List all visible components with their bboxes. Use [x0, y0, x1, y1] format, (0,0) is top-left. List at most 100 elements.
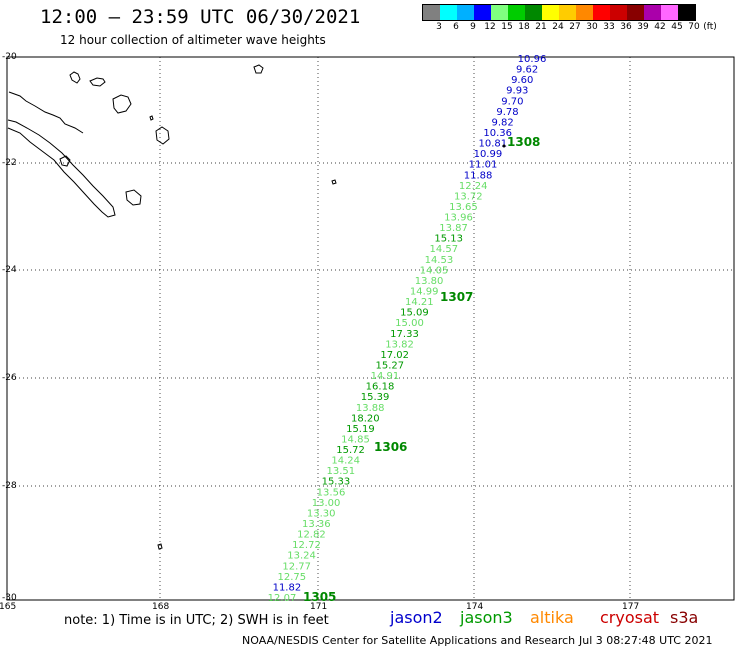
legend-label: 12	[484, 22, 496, 32]
wave-height-value: 14.85	[341, 435, 370, 446]
legend-label: 9	[470, 22, 476, 32]
legend-swatch	[508, 5, 525, 20]
satellite-label: jason3	[460, 608, 513, 627]
graticule	[7, 57, 734, 600]
color-legend-labels: 3 6 9 12 15 18 21 24 27 30 33 36 39 42 45 70 (ft)	[422, 22, 740, 34]
legend-swatch	[644, 5, 661, 20]
map-frame	[6, 56, 735, 601]
isle-of-pines-outline	[125, 189, 142, 206]
longitude-label: 174	[466, 602, 484, 612]
legend-label: 39	[637, 22, 649, 32]
island-outline	[89, 77, 106, 87]
island-outline	[253, 64, 264, 74]
legend-swatch	[559, 5, 576, 20]
footer-timestamp: Jul 3 08:27:48 UTC 2021	[579, 634, 713, 647]
legend-swatch	[576, 5, 593, 20]
wave-height-value: 11.01	[469, 160, 498, 171]
legend-swatch	[593, 5, 610, 20]
wave-height-value: 13.24	[287, 551, 316, 562]
legend-label: 6	[453, 22, 459, 32]
latitude-label: -24	[2, 265, 17, 275]
legend-label: 33	[603, 22, 615, 32]
wave-height-value: 14.99	[410, 287, 439, 298]
wave-height-value: 10.99	[474, 149, 503, 160]
wave-height-value: 13.80	[415, 276, 444, 287]
wave-height-value: 13.30	[307, 509, 336, 520]
wave-height-value: 14.57	[429, 244, 458, 255]
wave-height-value: 14.05	[420, 265, 449, 276]
map-subtitle: 12 hour collection of altimeter wave hei…	[60, 33, 326, 47]
islet-outline	[149, 115, 154, 121]
longitude-label: 177	[622, 602, 640, 612]
legend-swatch	[491, 5, 508, 20]
wave-height-value: 13.51	[326, 466, 355, 477]
wave-height-value: 15.13	[434, 234, 463, 245]
wave-height-value: 13.56	[317, 487, 346, 498]
satellite-label: altika	[530, 608, 574, 627]
wave-height-value: 17.33	[390, 329, 419, 340]
legend-swatch	[440, 5, 457, 20]
wave-height-value: 15.39	[361, 392, 390, 403]
legend-label: 15	[501, 22, 513, 32]
wave-height-value: 11.88	[464, 170, 493, 181]
latitude-label: -20	[2, 52, 17, 62]
map-title: 12:00 – 23:59 UTC 06/30/2021	[40, 6, 361, 28]
legend-label: 42	[654, 22, 666, 32]
wave-height-value: 12.07	[268, 593, 297, 604]
wave-height-value: 13.87	[439, 223, 468, 234]
legend-label: 24	[552, 22, 564, 32]
wave-height-value: 9.62	[516, 65, 538, 76]
satellite-label: s3a	[670, 608, 699, 627]
wave-height-value: 12.75	[277, 572, 306, 583]
legend-label: 21	[535, 22, 547, 32]
time-mark-label: 1306	[374, 440, 407, 454]
longitude-label: 165	[0, 602, 17, 612]
legend-label: 30	[586, 22, 598, 32]
time-mark-label: 1305	[303, 590, 336, 604]
legend-swatch	[542, 5, 559, 20]
wave-height-value: 9.78	[496, 107, 518, 118]
wave-height-value: 9.93	[506, 86, 528, 97]
wave-height-value: 15.33	[322, 477, 351, 488]
latitude-label: -26	[2, 373, 17, 383]
new-caledonia-outline	[7, 119, 116, 218]
wave-height-value: 14.21	[405, 297, 434, 308]
time-mark-label: 1307	[440, 290, 473, 304]
legend-label: 36	[620, 22, 632, 32]
lifou-island-outline	[112, 94, 132, 114]
wave-height-value: 14.24	[331, 456, 360, 467]
wave-height-value: 14.91	[371, 371, 400, 382]
legend-label: 3	[436, 22, 442, 32]
wave-height-value: 12.77	[282, 561, 311, 572]
island-outline	[59, 155, 71, 167]
legend-swatch	[525, 5, 542, 20]
legend-swatch	[423, 5, 440, 20]
island-outline	[157, 543, 163, 550]
wave-height-value: 13.72	[454, 191, 483, 202]
satellite-label: jason2	[390, 608, 443, 627]
legend-label: 45	[671, 22, 683, 32]
wave-height-value: 12.82	[297, 530, 326, 541]
legend-swatch	[457, 5, 474, 20]
legend-swatch	[474, 5, 491, 20]
wave-height-value: 10.96	[518, 54, 547, 65]
wave-height-value: 14.53	[425, 255, 454, 266]
legend-label: 70	[688, 22, 700, 32]
coastline-segment	[8, 91, 84, 134]
wave-height-value: 10.81	[478, 139, 507, 150]
mare-island-outline	[155, 126, 170, 145]
legend-swatch	[661, 5, 678, 20]
longitude-label: 168	[152, 602, 170, 612]
footer-note: note: 1) Time is in UTC; 2) SWH is in fe…	[64, 613, 329, 628]
legend-swatch	[627, 5, 644, 20]
wave-height-value: 13.82	[385, 339, 414, 350]
wave-height-value: 16.18	[366, 382, 395, 393]
legend-label: 27	[569, 22, 581, 32]
wave-height-value: 13.96	[444, 213, 473, 224]
time-mark-dot	[502, 144, 506, 148]
wave-height-value: 15.27	[375, 361, 404, 372]
legend-swatch	[678, 5, 695, 20]
wave-height-value: 9.60	[511, 75, 533, 86]
time-mark-label: 1308	[507, 135, 540, 149]
